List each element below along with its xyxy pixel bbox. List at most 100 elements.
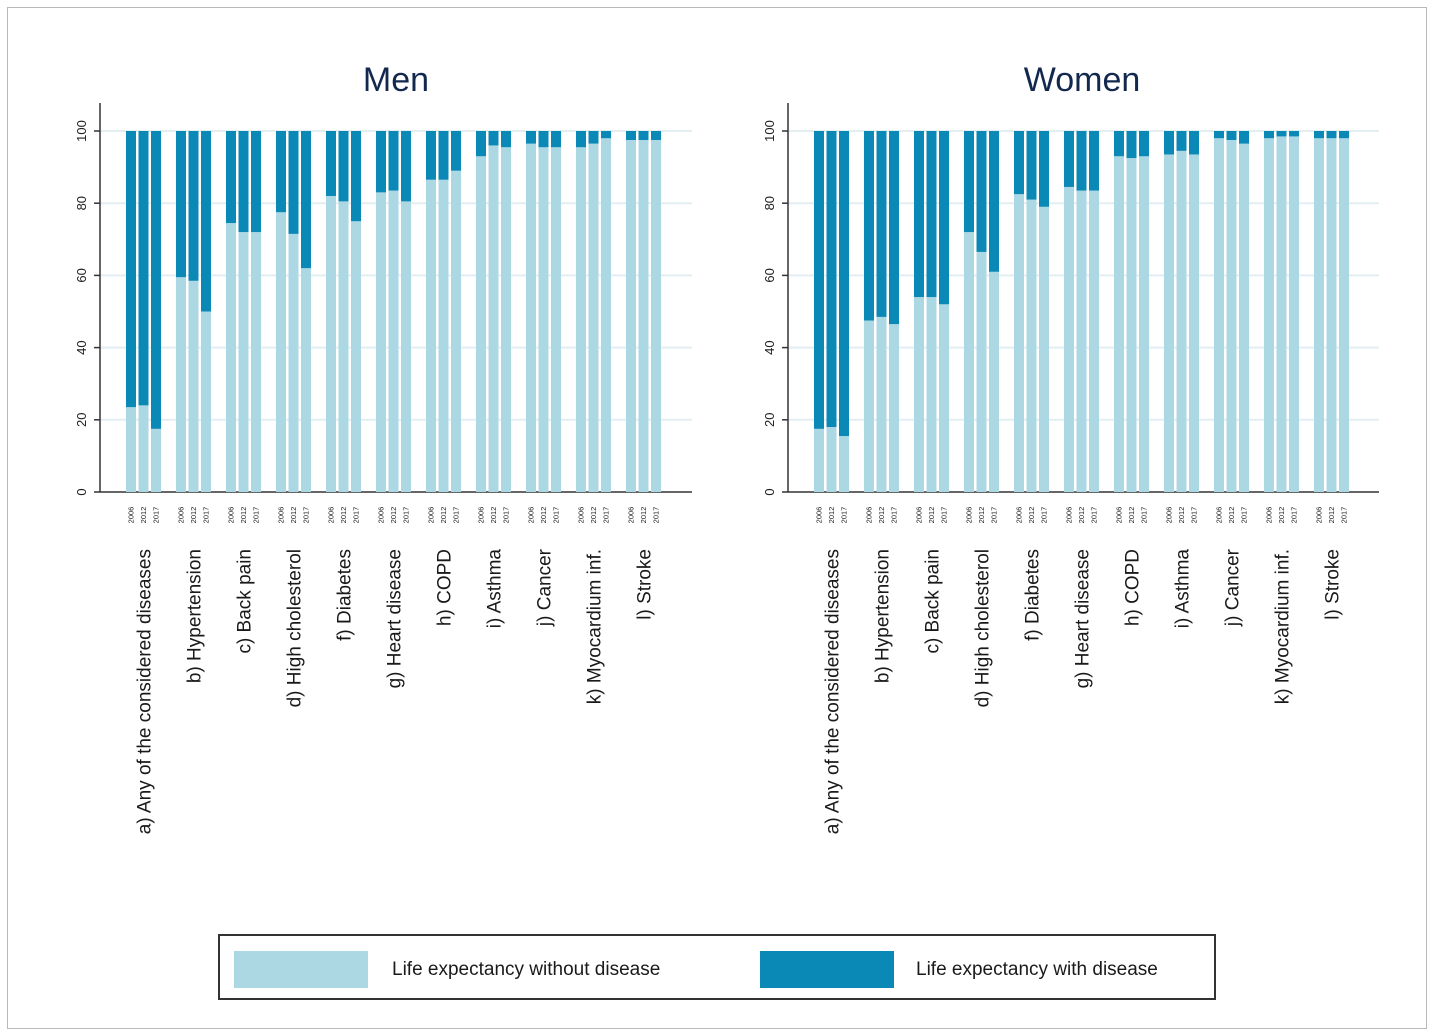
women-bar-without-disease bbox=[1264, 138, 1274, 492]
women-bar-without-disease bbox=[876, 316, 887, 492]
women-year-label: 2012 bbox=[1027, 507, 1036, 524]
men-bar-with-disease bbox=[526, 131, 536, 144]
men-bar-without-disease bbox=[126, 407, 136, 492]
women-year-label: 2006 bbox=[1215, 507, 1224, 524]
men-bar-without-disease bbox=[226, 223, 236, 492]
men-bar-with-disease bbox=[226, 131, 236, 224]
women-bar-with-disease bbox=[1164, 131, 1174, 155]
women-bar-with-disease bbox=[826, 131, 837, 428]
men-category-label: f) Diabetes bbox=[335, 549, 356, 641]
women-year-label: 2012 bbox=[1127, 507, 1136, 524]
women-bar-without-disease bbox=[1076, 190, 1087, 492]
women-bar-with-disease bbox=[1176, 131, 1187, 151]
men-bar-without-disease bbox=[488, 145, 499, 492]
men-bar-with-disease bbox=[576, 131, 586, 148]
women-bar-without-disease bbox=[826, 427, 837, 492]
women-year-label: 2017 bbox=[1340, 507, 1349, 524]
men-category-label: i) Asthma bbox=[485, 549, 506, 629]
women-category-label: i) Asthma bbox=[1173, 549, 1194, 629]
women-bar-without-disease bbox=[889, 324, 899, 492]
women-year-label: 2006 bbox=[1115, 507, 1124, 524]
women-bar-with-disease bbox=[1226, 131, 1237, 141]
women-bar-without-disease bbox=[1139, 156, 1149, 492]
women-bar-with-disease bbox=[1114, 131, 1124, 157]
men-bar-with-disease bbox=[176, 131, 186, 278]
men-bar-without-disease bbox=[376, 192, 386, 492]
women-year-label: 2006 bbox=[915, 507, 924, 524]
men-year-label: 2017 bbox=[302, 507, 311, 524]
men-year-label: 2017 bbox=[202, 507, 211, 524]
men-bar-without-disease bbox=[451, 170, 461, 492]
women-year-label: 2012 bbox=[927, 507, 936, 524]
men-bar-with-disease bbox=[351, 131, 361, 222]
men-bar-without-disease bbox=[626, 140, 636, 492]
women-category-label: j) Cancer bbox=[1223, 548, 1244, 627]
men-bar-without-disease bbox=[588, 143, 599, 492]
men-bar-without-disease bbox=[251, 232, 261, 492]
women-bar-with-disease bbox=[926, 131, 937, 298]
women-bar-with-disease bbox=[1239, 131, 1249, 144]
men-bar-with-disease bbox=[376, 131, 386, 193]
men-y-tick-label: 100 bbox=[74, 120, 89, 142]
men-year-label: 2012 bbox=[589, 507, 598, 524]
men-category-label: c) Back pain bbox=[235, 549, 256, 654]
women-bar-with-disease bbox=[889, 131, 899, 325]
men-year-label: 2017 bbox=[402, 507, 411, 524]
men-bar-with-disease bbox=[288, 131, 299, 234]
men-bar-without-disease bbox=[288, 233, 299, 492]
men-bar-with-disease bbox=[388, 131, 399, 191]
women-bar-with-disease bbox=[1139, 131, 1149, 157]
women-bar-with-disease bbox=[876, 131, 887, 317]
women-year-label: 2012 bbox=[1327, 507, 1336, 524]
women-bar-without-disease bbox=[1114, 156, 1124, 492]
men-bar-without-disease bbox=[501, 147, 511, 492]
women-bar-with-disease bbox=[1189, 131, 1199, 155]
men-year-label: 2012 bbox=[189, 507, 198, 524]
men-bar-with-disease bbox=[551, 131, 561, 148]
men-year-label: 2017 bbox=[552, 507, 561, 524]
men-bar-without-disease bbox=[201, 311, 211, 492]
women-bar-without-disease bbox=[1064, 186, 1074, 492]
women-bar-without-disease bbox=[1089, 190, 1099, 492]
men-bar-without-disease bbox=[151, 428, 161, 492]
men-year-label: 2012 bbox=[339, 507, 348, 524]
women-year-label: 2006 bbox=[965, 507, 974, 524]
women-bar-without-disease bbox=[1026, 199, 1037, 492]
women-bar-without-disease bbox=[1239, 143, 1249, 492]
men-bar-with-disease bbox=[138, 131, 149, 406]
men-bar-without-disease bbox=[638, 140, 649, 492]
men-year-label: 2017 bbox=[352, 507, 361, 524]
men-year-label: 2006 bbox=[577, 507, 586, 524]
men-year-label: 2006 bbox=[377, 507, 386, 524]
men-year-label: 2017 bbox=[602, 507, 611, 524]
women-category-label: h) COPD bbox=[1123, 549, 1144, 626]
men-bar-with-disease bbox=[238, 131, 249, 233]
women-bar-without-disease bbox=[989, 271, 999, 492]
men-bar-without-disease bbox=[601, 138, 611, 492]
women-year-label: 2012 bbox=[1177, 507, 1186, 524]
men-bar-with-disease bbox=[276, 131, 286, 213]
men-y-tick-label: 60 bbox=[74, 268, 89, 282]
women-bar-without-disease bbox=[864, 320, 874, 492]
legend-label-with-disease: Life expectancy with disease bbox=[916, 959, 1158, 980]
women-bar-with-disease bbox=[1289, 131, 1299, 137]
men-bar-without-disease bbox=[651, 140, 661, 492]
women-bar-with-disease bbox=[1026, 131, 1037, 200]
men-category-label: g) Heart disease bbox=[385, 549, 406, 688]
women-y-tick-label: 100 bbox=[762, 120, 777, 142]
men-year-label: 2006 bbox=[527, 507, 536, 524]
women-year-label: 2017 bbox=[1090, 507, 1099, 524]
men-year-label: 2017 bbox=[452, 507, 461, 524]
men-year-label: 2012 bbox=[439, 507, 448, 524]
men-bar-with-disease bbox=[638, 131, 649, 141]
men-bar-without-disease bbox=[351, 221, 361, 492]
men-bar-with-disease bbox=[188, 131, 199, 281]
women-bar-without-disease bbox=[1039, 206, 1049, 492]
women-category-label: a) Any of the considered diseases bbox=[823, 549, 844, 834]
women-category-label: c) Back pain bbox=[923, 549, 944, 654]
women-bar-without-disease bbox=[814, 428, 824, 492]
men-y-tick-label: 40 bbox=[74, 340, 89, 354]
men-bar-without-disease bbox=[338, 201, 349, 492]
women-bar-with-disease bbox=[1314, 131, 1324, 139]
men-bar-with-disease bbox=[588, 131, 599, 144]
